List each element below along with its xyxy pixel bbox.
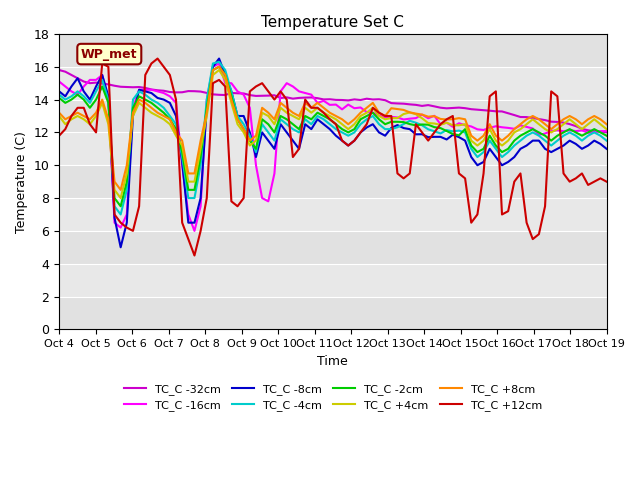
TC_C +8cm [603,121,611,127]
Bar [59,99,607,132]
TC_C +4cm [55,113,63,119]
Bar [59,165,607,198]
TC_C +8cm [449,116,456,122]
TC_C -2cm [135,94,143,99]
TC_C -32cm [436,105,444,110]
TC_C -4cm [535,133,543,139]
TC_C +12cm [154,56,161,61]
TC_C +12cm [535,231,543,237]
TC_C -8cm [535,138,543,144]
TC_C -8cm [135,87,143,93]
TC_C +8cm [234,117,241,122]
Bar [59,231,607,264]
TC_C -2cm [591,126,598,132]
TC_C -16cm [523,124,531,130]
TC_C +4cm [215,67,223,73]
TC_C +8cm [55,110,63,116]
Line: TC_C +8cm: TC_C +8cm [59,67,607,190]
TC_C -16cm [535,132,543,138]
TC_C -2cm [535,130,543,135]
TC_C -4cm [603,138,611,144]
TC_C +12cm [449,113,456,119]
TC_C -32cm [578,126,586,132]
TC_C +4cm [234,121,241,127]
TC_C +8cm [135,96,143,102]
TC_C +12cm [55,133,63,139]
TC_C -32cm [603,130,611,135]
TC_C +8cm [117,187,125,193]
TC_C -8cm [449,132,456,138]
TC_C -4cm [449,129,456,134]
TC_C +4cm [523,121,531,127]
TC_C +4cm [449,122,456,128]
TC_C -16cm [449,124,456,130]
TC_C -2cm [117,204,125,209]
TC_C -2cm [234,117,241,122]
Legend: TC_C -32cm, TC_C -16cm, TC_C -8cm, TC_C -4cm, TC_C -2cm, TC_C +4cm, TC_C +8cm, T: TC_C -32cm, TC_C -16cm, TC_C -8cm, TC_C … [120,379,547,416]
TC_C +4cm [117,195,125,201]
TC_C +8cm [215,64,223,70]
TC_C -8cm [523,143,531,148]
TC_C -4cm [55,92,63,97]
TC_C -4cm [117,212,125,217]
TC_C -16cm [215,60,223,66]
TC_C -32cm [523,114,531,120]
TC_C -4cm [523,133,531,139]
TC_C +12cm [603,179,611,184]
TC_C -16cm [55,79,63,84]
TC_C -4cm [591,130,598,135]
TC_C +12cm [523,220,531,226]
TC_C -8cm [234,113,241,119]
TC_C +4cm [603,126,611,132]
Line: TC_C -32cm: TC_C -32cm [59,70,607,132]
TC_C -2cm [449,131,456,137]
TC_C -4cm [215,59,223,65]
TC_C +12cm [234,204,241,209]
Title: Temperature Set C: Temperature Set C [261,15,404,30]
Line: TC_C -4cm: TC_C -4cm [59,62,607,215]
TC_C -8cm [603,146,611,152]
TC_C +4cm [135,100,143,106]
Line: TC_C +12cm: TC_C +12cm [59,59,607,255]
TC_C +4cm [535,121,543,127]
TC_C -32cm [55,67,63,73]
Text: WP_met: WP_met [81,48,138,60]
TC_C -8cm [55,88,63,94]
Bar [59,297,607,329]
Line: TC_C -16cm: TC_C -16cm [59,63,607,231]
TC_C +4cm [591,117,598,122]
TC_C +8cm [523,117,531,122]
Line: TC_C -2cm: TC_C -2cm [59,67,607,206]
Y-axis label: Temperature (C): Temperature (C) [15,131,28,233]
TC_C -16cm [191,228,198,234]
TC_C -16cm [234,88,241,94]
TC_C -32cm [511,112,518,118]
TC_C -16cm [591,129,598,135]
TC_C -8cm [215,56,223,61]
Bar [59,34,607,67]
TC_C -16cm [129,105,137,111]
TC_C -2cm [55,95,63,101]
TC_C -32cm [129,84,137,90]
TC_C -2cm [215,64,223,70]
TC_C -4cm [234,113,241,119]
TC_C -2cm [523,130,531,135]
TC_C -8cm [117,244,125,250]
TC_C -4cm [135,88,143,94]
TC_C -8cm [591,138,598,144]
TC_C +8cm [591,113,598,119]
TC_C -2cm [603,133,611,139]
Line: TC_C +4cm: TC_C +4cm [59,70,607,198]
TC_C -32cm [221,92,229,98]
TC_C +12cm [591,179,598,184]
TC_C +12cm [191,252,198,258]
Line: TC_C -8cm: TC_C -8cm [59,59,607,247]
TC_C -16cm [603,128,611,134]
TC_C +12cm [129,228,137,234]
X-axis label: Time: Time [317,355,348,368]
TC_C +8cm [535,117,543,122]
